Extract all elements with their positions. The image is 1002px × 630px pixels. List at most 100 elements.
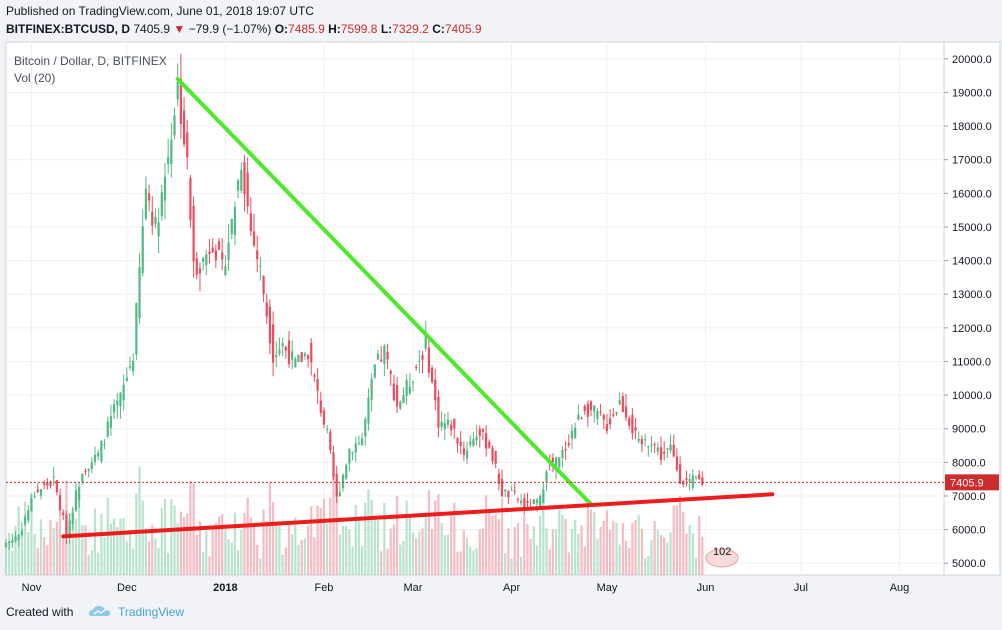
volume-bar <box>81 525 84 575</box>
volume-bar <box>427 490 431 575</box>
candle-body <box>539 496 542 508</box>
candle-body <box>147 193 151 201</box>
volume-bar <box>284 547 287 575</box>
candle-body <box>246 172 249 207</box>
candle-body <box>71 512 74 524</box>
volume-bar <box>634 520 637 575</box>
volume-bar <box>672 505 675 575</box>
candle-body <box>227 242 230 260</box>
volume-bar <box>488 513 491 575</box>
volume-bar <box>230 542 233 575</box>
candle-body <box>389 371 392 375</box>
candle-body <box>46 482 49 486</box>
volume-bar <box>179 511 182 575</box>
volume-legend: Vol (20) <box>14 71 55 85</box>
volume-bar <box>103 537 106 575</box>
volume-bar <box>485 495 488 575</box>
candle-body <box>58 495 62 511</box>
candle-body <box>157 222 160 237</box>
candle-body <box>465 450 469 459</box>
volume-bar <box>456 551 459 575</box>
volume-bar <box>434 500 437 575</box>
volume-bar <box>574 519 577 575</box>
candle-body <box>221 252 224 260</box>
candle-body <box>399 401 402 409</box>
volume-bar <box>500 498 504 575</box>
volume-bar <box>357 520 361 575</box>
candle-body <box>306 354 310 360</box>
volume-bar <box>621 523 624 575</box>
candle-body <box>332 452 335 478</box>
volume-bar <box>612 520 615 575</box>
candle-body <box>418 361 421 363</box>
volume-bar <box>341 525 345 575</box>
candle-body <box>574 427 577 439</box>
candle-body <box>459 441 462 446</box>
volume-bar <box>202 551 205 575</box>
volume-bar <box>157 548 160 575</box>
candle-body <box>23 517 27 525</box>
volume-bar <box>205 526 208 575</box>
volume-badge-count: 102 <box>713 546 731 558</box>
candle-body <box>119 392 122 407</box>
candle-body <box>462 448 465 455</box>
volume-bar <box>109 523 113 575</box>
plot-area[interactable] <box>5 41 945 576</box>
volume-bar <box>87 554 90 575</box>
volume-bar <box>268 482 272 575</box>
volume-bar <box>291 534 294 575</box>
tradingview-link[interactable]: TradingView <box>118 605 185 619</box>
candle-body <box>103 444 106 446</box>
candle-body <box>52 476 55 478</box>
close-label: C: <box>432 22 445 36</box>
candle-body <box>62 512 65 516</box>
volume-bar <box>151 524 154 575</box>
candle-body <box>526 500 529 503</box>
symbol-name[interactable]: BITFINEX:BTCUSD, D <box>6 22 130 36</box>
volume-bar <box>224 525 227 575</box>
candle-body <box>615 411 618 414</box>
volume-bar <box>182 517 186 575</box>
candle-body <box>163 176 167 201</box>
candle-body <box>84 470 87 473</box>
volume-bar <box>265 521 268 575</box>
x-tick-label: May <box>597 582 618 594</box>
candle-body <box>440 421 443 427</box>
volume-bar <box>58 517 62 575</box>
candle-body <box>262 275 265 294</box>
volume-bar <box>36 548 39 575</box>
candle-body <box>370 378 373 400</box>
price-chart[interactable]: 5000.0 6000.0 7000.0 8000.0 9000.0 10000.0 110… <box>0 0 1002 596</box>
volume-bar <box>243 513 246 575</box>
candle-body <box>577 414 580 420</box>
y-tick-label: 8000.0 <box>952 457 986 469</box>
volume-badge[interactable]: 102 <box>705 546 739 568</box>
candle-body <box>669 444 672 451</box>
candle-body <box>510 489 513 491</box>
candle-body <box>93 454 97 462</box>
volume-bar <box>345 525 348 575</box>
candles <box>4 53 704 550</box>
candle-body <box>116 400 119 406</box>
volume-bar <box>459 551 462 575</box>
down-arrow-icon: ▼ <box>173 22 186 36</box>
candle-body <box>443 423 446 430</box>
candle-body <box>361 438 364 445</box>
candle-body <box>297 354 300 362</box>
candle-body <box>36 489 39 492</box>
volume-bar <box>294 517 297 575</box>
candle-body <box>341 474 345 489</box>
volume-bar <box>55 521 58 575</box>
candle-body <box>97 452 100 457</box>
candle-body <box>666 448 669 450</box>
volume-bar <box>418 531 421 575</box>
candle-body <box>507 491 510 498</box>
candle-body <box>106 421 109 437</box>
volume-bar <box>303 538 307 575</box>
trendlines[interactable] <box>6 76 944 539</box>
volume-bar <box>605 510 609 575</box>
candle-body <box>634 427 637 431</box>
candle-body <box>567 442 570 446</box>
volume-bar <box>682 511 685 575</box>
created-with-label: Created with <box>6 605 74 619</box>
